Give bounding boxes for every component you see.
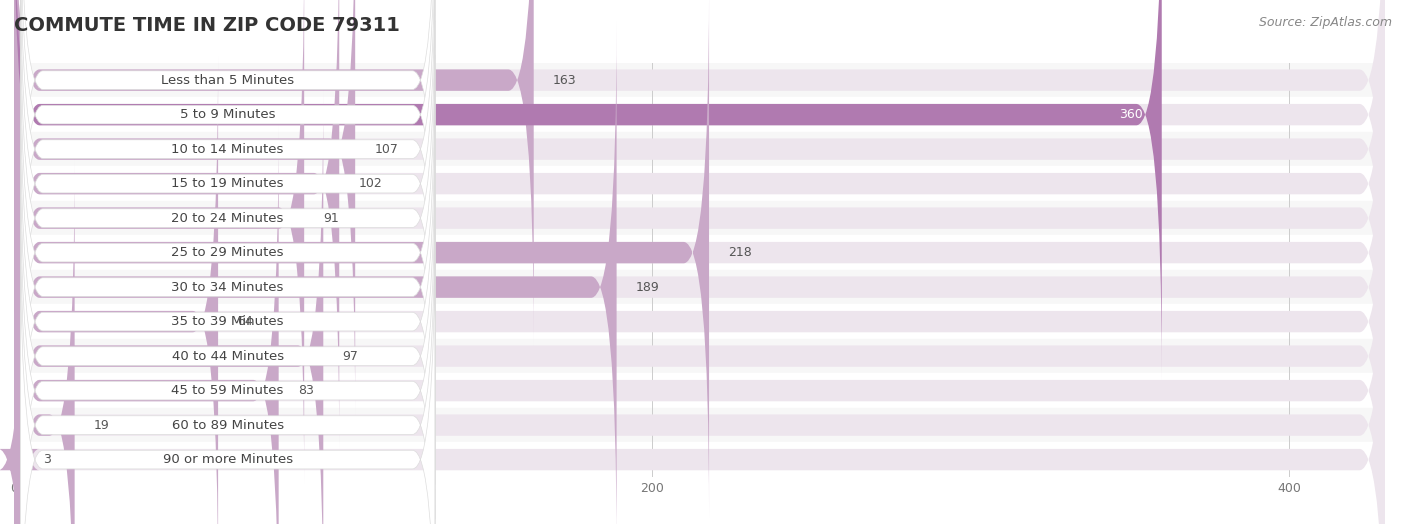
FancyBboxPatch shape — [21, 0, 434, 312]
FancyBboxPatch shape — [0, 194, 39, 524]
FancyBboxPatch shape — [14, 0, 1385, 345]
Bar — [14, 304, 1385, 339]
FancyBboxPatch shape — [14, 0, 1385, 518]
Bar — [14, 235, 1385, 270]
FancyBboxPatch shape — [14, 0, 1385, 449]
FancyBboxPatch shape — [14, 0, 1385, 380]
FancyBboxPatch shape — [14, 160, 1385, 524]
Text: 45 to 59 Minutes: 45 to 59 Minutes — [172, 384, 284, 397]
FancyBboxPatch shape — [14, 56, 1385, 524]
Text: 102: 102 — [359, 177, 382, 190]
FancyBboxPatch shape — [21, 124, 434, 524]
Text: 97: 97 — [343, 350, 359, 363]
FancyBboxPatch shape — [14, 0, 356, 414]
FancyBboxPatch shape — [14, 0, 709, 518]
Text: 83: 83 — [298, 384, 314, 397]
FancyBboxPatch shape — [14, 160, 75, 524]
FancyBboxPatch shape — [14, 22, 617, 524]
Text: 64: 64 — [238, 315, 253, 328]
Text: 19: 19 — [94, 419, 110, 432]
Text: 189: 189 — [636, 281, 659, 293]
Text: 91: 91 — [323, 212, 339, 225]
Text: 3: 3 — [42, 453, 51, 466]
FancyBboxPatch shape — [14, 125, 278, 524]
FancyBboxPatch shape — [14, 0, 1161, 380]
FancyBboxPatch shape — [21, 0, 434, 450]
Text: 163: 163 — [553, 74, 576, 86]
Bar — [14, 132, 1385, 167]
FancyBboxPatch shape — [21, 90, 434, 524]
FancyBboxPatch shape — [14, 91, 1385, 524]
FancyBboxPatch shape — [21, 0, 434, 416]
Text: 15 to 19 Minutes: 15 to 19 Minutes — [172, 177, 284, 190]
Bar — [14, 167, 1385, 201]
FancyBboxPatch shape — [14, 0, 1385, 484]
FancyBboxPatch shape — [14, 125, 1385, 524]
Text: 218: 218 — [728, 246, 752, 259]
FancyBboxPatch shape — [14, 0, 304, 484]
FancyBboxPatch shape — [21, 158, 434, 524]
FancyBboxPatch shape — [14, 0, 339, 449]
FancyBboxPatch shape — [14, 56, 218, 524]
FancyBboxPatch shape — [21, 20, 434, 485]
Text: Source: ZipAtlas.com: Source: ZipAtlas.com — [1258, 16, 1392, 29]
FancyBboxPatch shape — [21, 0, 434, 347]
Text: 35 to 39 Minutes: 35 to 39 Minutes — [172, 315, 284, 328]
Bar — [14, 201, 1385, 235]
Text: 5 to 9 Minutes: 5 to 9 Minutes — [180, 108, 276, 121]
FancyBboxPatch shape — [14, 0, 1385, 414]
Text: 30 to 34 Minutes: 30 to 34 Minutes — [172, 281, 284, 293]
Bar — [14, 270, 1385, 304]
Text: 107: 107 — [374, 143, 398, 156]
FancyBboxPatch shape — [14, 91, 323, 524]
Bar — [14, 97, 1385, 132]
Text: 60 to 89 Minutes: 60 to 89 Minutes — [172, 419, 284, 432]
FancyBboxPatch shape — [14, 0, 534, 345]
FancyBboxPatch shape — [21, 0, 434, 381]
Bar — [14, 339, 1385, 374]
Text: COMMUTE TIME IN ZIP CODE 79311: COMMUTE TIME IN ZIP CODE 79311 — [14, 16, 399, 35]
Text: 20 to 24 Minutes: 20 to 24 Minutes — [172, 212, 284, 225]
Text: 25 to 29 Minutes: 25 to 29 Minutes — [172, 246, 284, 259]
Text: Less than 5 Minutes: Less than 5 Minutes — [162, 74, 294, 86]
Bar — [14, 442, 1385, 477]
Text: 40 to 44 Minutes: 40 to 44 Minutes — [172, 350, 284, 363]
FancyBboxPatch shape — [14, 22, 1385, 524]
Text: 10 to 14 Minutes: 10 to 14 Minutes — [172, 143, 284, 156]
Bar — [14, 408, 1385, 442]
FancyBboxPatch shape — [21, 55, 434, 519]
FancyBboxPatch shape — [21, 193, 434, 524]
Text: 360: 360 — [1119, 108, 1143, 121]
Bar — [14, 374, 1385, 408]
FancyBboxPatch shape — [14, 194, 1385, 524]
Bar — [14, 63, 1385, 97]
Text: 90 or more Minutes: 90 or more Minutes — [163, 453, 292, 466]
FancyBboxPatch shape — [21, 227, 434, 524]
